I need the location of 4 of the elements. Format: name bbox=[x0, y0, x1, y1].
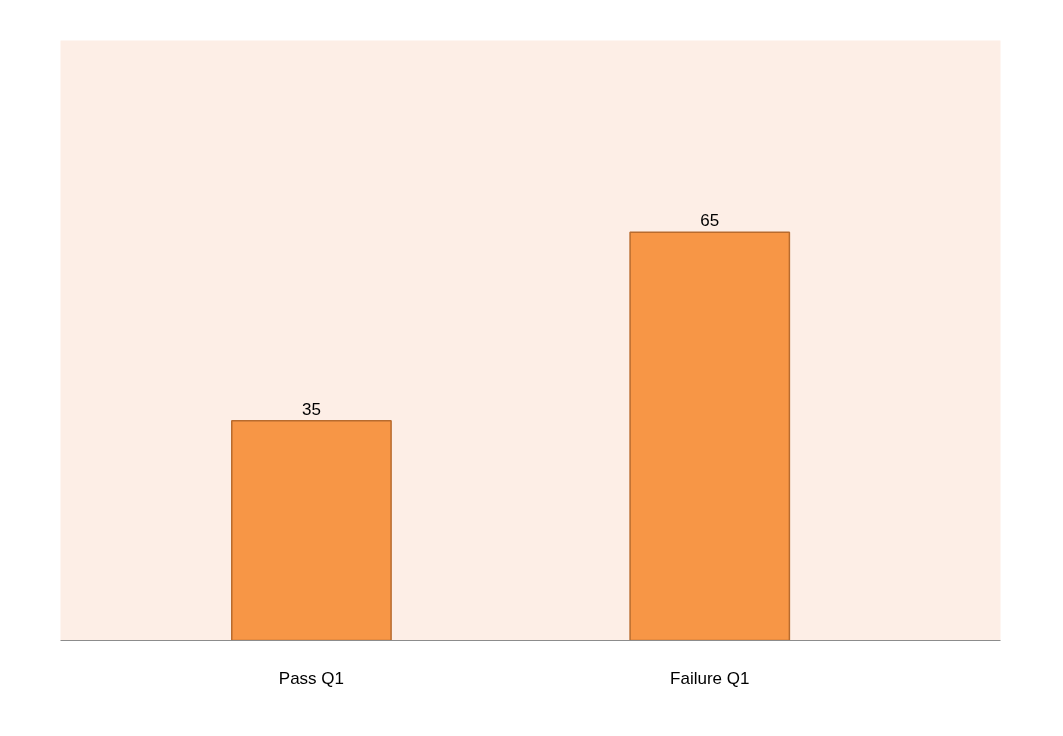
x-tick-label: Pass Q1 bbox=[278, 668, 345, 688]
data-label: 65 bbox=[700, 211, 720, 231]
data-label: 35 bbox=[301, 399, 321, 419]
x-tick-label: Failure Q1 bbox=[670, 668, 750, 688]
